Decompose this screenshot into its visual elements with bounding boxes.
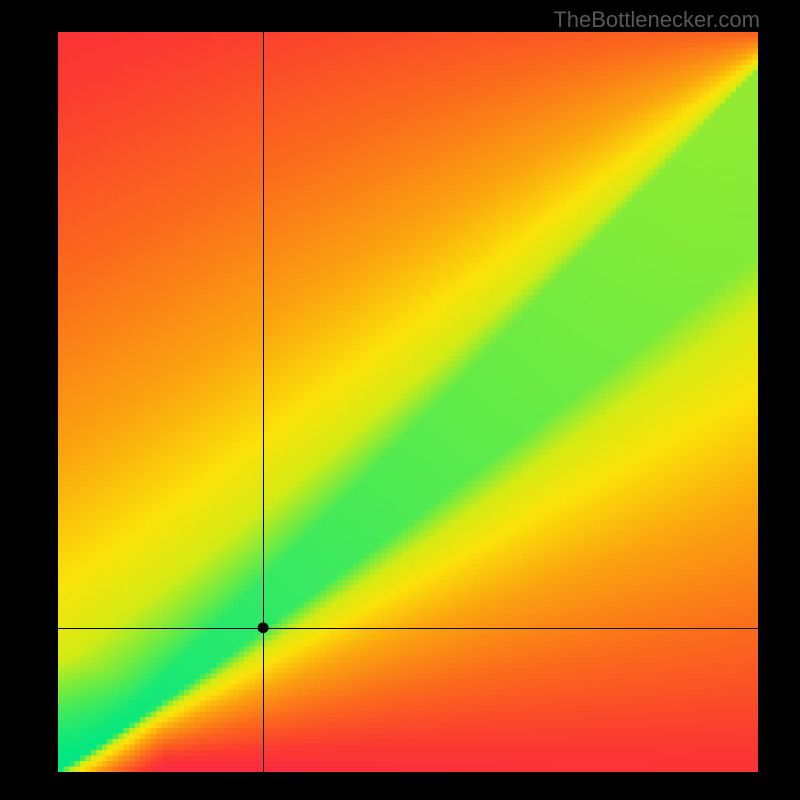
crosshair-overlay [58,32,758,772]
watermark-text: TheBottlenecker.com [553,7,760,33]
